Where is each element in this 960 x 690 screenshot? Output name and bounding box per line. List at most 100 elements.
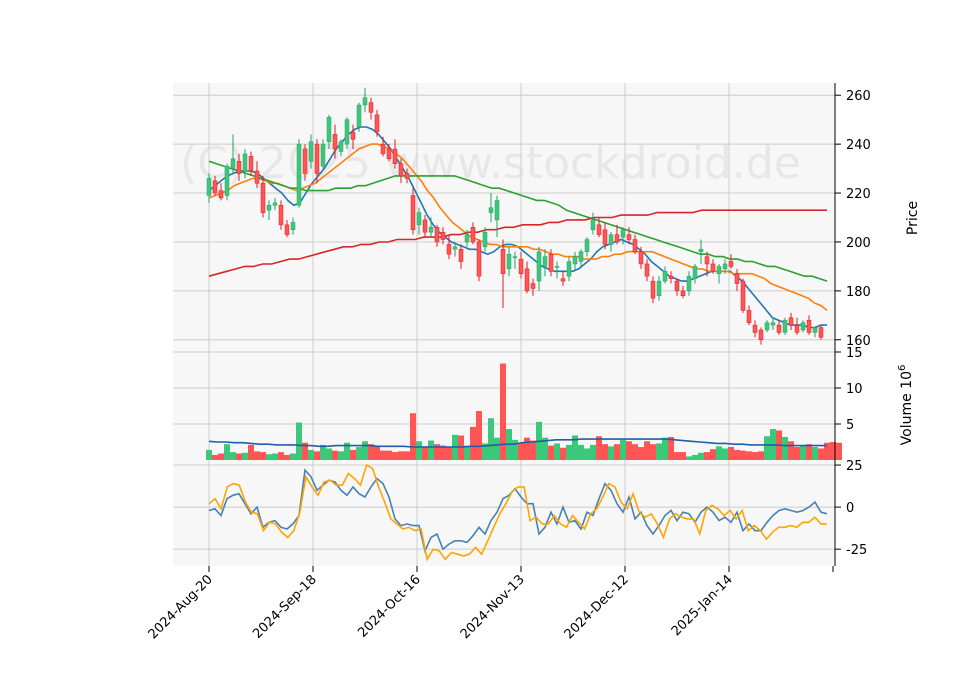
candle-body (428, 227, 434, 233)
volume-bar (440, 445, 446, 460)
volume-bar (416, 441, 422, 460)
volume-axis-label: Volume 106 (897, 365, 915, 446)
volume-bar (542, 437, 548, 460)
volume-bar (362, 441, 368, 460)
volume-tick-label: 5 (846, 418, 854, 433)
candle-body (506, 253, 512, 270)
volume-bar (788, 441, 794, 460)
candle-body (224, 165, 230, 196)
candle-body (476, 241, 482, 277)
candle-body (338, 141, 344, 152)
price-tick-label: 180 (846, 285, 871, 300)
volume-bar (560, 447, 566, 460)
candle-body (764, 322, 770, 331)
candle-body (464, 234, 470, 243)
candle-body (272, 202, 278, 206)
candle-body (758, 329, 764, 341)
volume-bar (518, 442, 524, 460)
volume-bar (404, 451, 410, 460)
candle-body (206, 178, 212, 196)
candle-body (770, 322, 776, 326)
candle-body (440, 231, 446, 240)
price-tick-label: 220 (846, 187, 871, 202)
volume-bar (314, 451, 320, 460)
volume-tick-label: 10 (846, 382, 863, 397)
candle-body (296, 143, 302, 206)
candle-body (344, 119, 350, 145)
oscillator-lines (208, 463, 828, 562)
volume-bar (704, 452, 710, 460)
candle-body (776, 324, 782, 333)
candle-body (212, 180, 218, 194)
candle-body (512, 256, 518, 258)
oscillator-line (208, 463, 827, 562)
candle-body (446, 244, 452, 255)
volume-bar (236, 453, 242, 460)
x-tick-label: 2024-Nov-13 (458, 572, 528, 642)
candle-body (410, 195, 416, 230)
candle-body (590, 219, 596, 230)
volume-bar (320, 444, 326, 460)
volume-bar (794, 447, 800, 460)
candle-body (602, 229, 608, 245)
candle-body (284, 224, 290, 235)
volume-bar (230, 452, 236, 460)
candle-body (470, 227, 476, 243)
volume-bar (644, 441, 650, 460)
volume-bar (482, 443, 488, 460)
volume-bar (212, 454, 218, 460)
candle-body (542, 256, 548, 267)
volume-bar (716, 446, 722, 460)
candle-body (806, 319, 812, 333)
candle-body (716, 266, 722, 274)
candle-body (326, 116, 332, 142)
candle-body (596, 224, 602, 235)
volume-bar (818, 448, 824, 460)
volume-bar (584, 448, 590, 460)
candle-body (350, 131, 356, 140)
candle-body (812, 327, 818, 333)
volume-bar (488, 418, 494, 460)
candle-body (488, 207, 494, 213)
volume-bar (410, 413, 416, 460)
volume-bar (356, 447, 362, 460)
volume-bar (476, 411, 482, 460)
candle-body (524, 268, 530, 292)
volume-bar (530, 440, 536, 460)
candle-body (374, 114, 380, 133)
volume-bar (374, 446, 380, 460)
candle-body (800, 322, 806, 331)
candle-body (746, 310, 752, 323)
volume-bar (620, 439, 626, 460)
volume-bar (278, 452, 284, 460)
volume-bar (332, 450, 338, 460)
volume-bars (206, 363, 842, 460)
volume-bar (554, 443, 560, 460)
volume-bar (242, 452, 248, 460)
volume-bar (254, 451, 260, 460)
volume-bar (752, 452, 758, 460)
volume-bar (674, 452, 680, 460)
x-tick-label: 2024-Oct-16 (355, 572, 423, 640)
candle-body (380, 143, 386, 155)
price-panel (173, 83, 835, 352)
volume-bar (662, 437, 668, 460)
candle-body (458, 249, 464, 262)
candle-body (386, 148, 392, 160)
volume-bar (596, 436, 602, 460)
volume-bar (626, 441, 632, 460)
volume-label-text: Volume 10 (899, 371, 915, 445)
candle-body (242, 153, 248, 172)
candle-body (392, 148, 398, 164)
candle-body (320, 143, 326, 167)
candle-body (788, 317, 794, 326)
volume-bar (524, 437, 530, 460)
candle-body (314, 143, 320, 174)
candle-body (638, 251, 644, 265)
candle-body (782, 319, 788, 333)
candle-body (554, 266, 560, 268)
volume-bar (422, 446, 428, 460)
volume-bar (698, 452, 704, 460)
volume-bar (302, 442, 308, 460)
